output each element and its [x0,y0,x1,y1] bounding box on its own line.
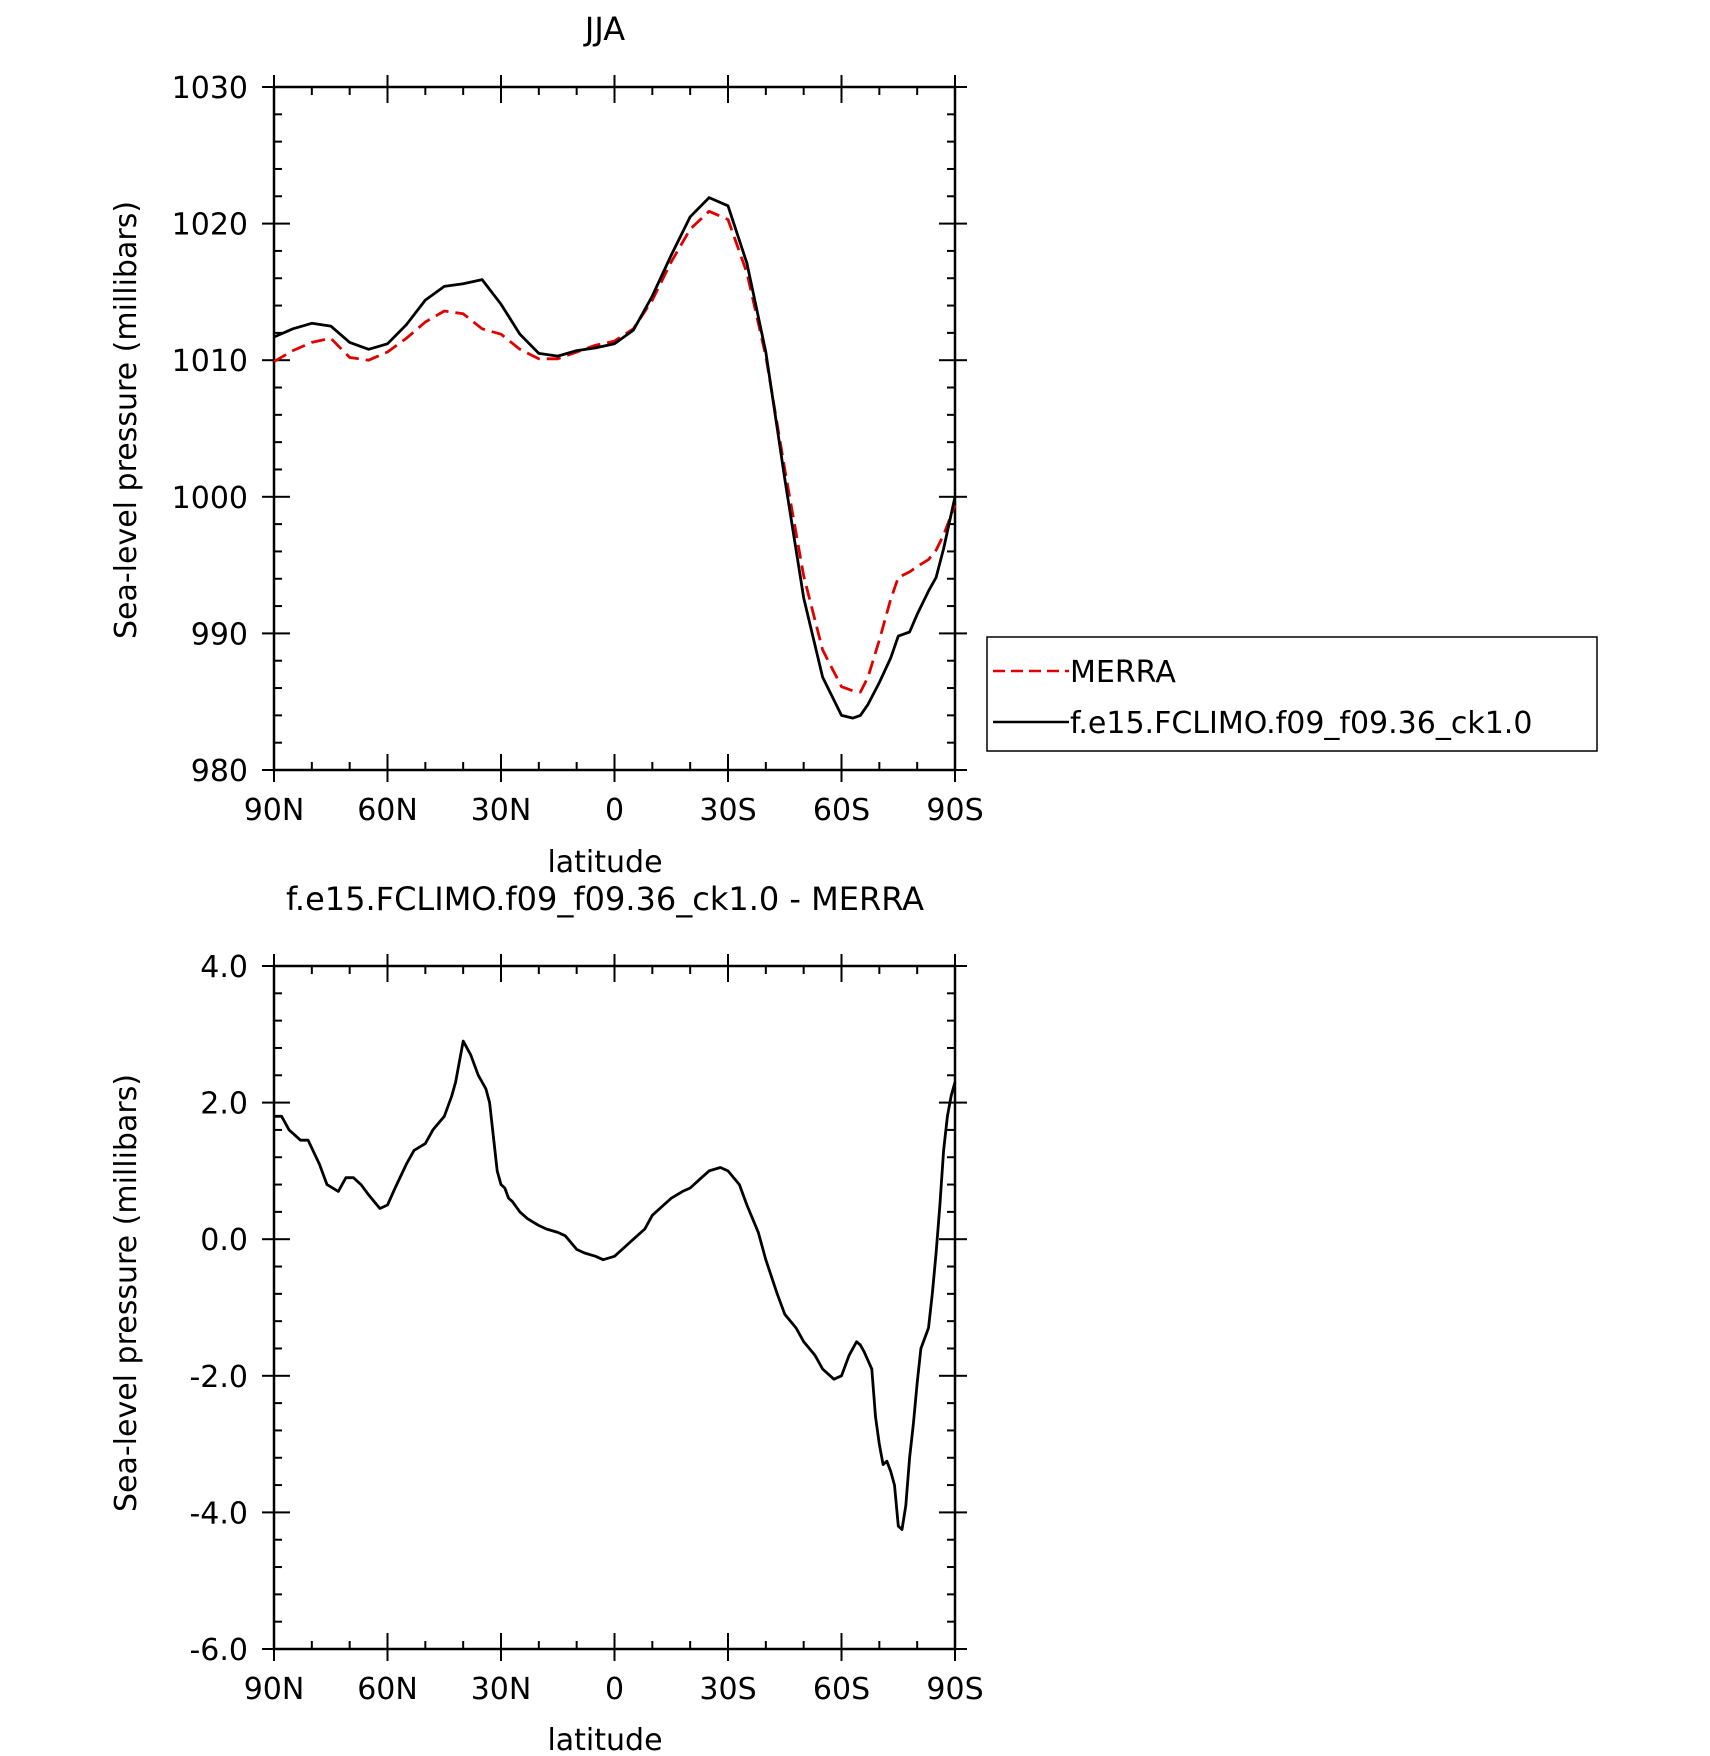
panel1-series-line-0 [274,1039,957,1531]
panel0-series-line-0 [273,209,957,694]
panel1-xtick-label: 60N [357,1672,418,1707]
top-chart-title: JJA [583,10,625,48]
panel0-ytick-label: 1010 [172,344,248,379]
panel1-ytick-label: -6.0 [189,1633,248,1668]
panel0-xtick-label: 90S [926,793,983,828]
panel1-ytick-label: -4.0 [189,1496,248,1531]
panel0-ytick-label: 1020 [172,208,248,243]
panel0-ytick-label: 990 [191,617,248,652]
panel1-xtick-label: 90S [926,1672,983,1707]
panel0-xtick-label: 30S [699,793,756,828]
bottom-chart-title: f.e15.FCLIMO.f09_f09.36_ck1.0 - MERRA [286,880,924,918]
top-chart: JJA 90N 60N 30N 0 30S 60S 90S 980 990 1000 1010 102… [109,10,1598,880]
panel1-ytick-label: -2.0 [189,1360,248,1395]
panel1-xtick-label: 30S [699,1672,756,1707]
panel1-xtick-label: 0 [605,1672,624,1707]
legend-label-merra: MERRA [1070,655,1176,690]
panel0-xtick-label: 30N [471,793,532,828]
panel1-ytick-label: 0.0 [200,1223,248,1258]
top-y-axis-label: Sea-level pressure (millibars) [109,201,144,639]
panel0-xtick-label: 60S [813,793,870,828]
panel0-series-line-1 [273,196,957,720]
bottom-plot-area: 90N 60N 30N 0 30S 60S 90S -6.0 -4.0 -2.0 0.0 2.0 4.0 [189,950,983,1707]
panel0-ytick-label: 1030 [172,71,248,106]
panel1-ytick-label: 2.0 [200,1087,248,1122]
panel1-xtick-label: 60S [813,1672,870,1707]
top-x-axis-label: latitude [547,845,662,880]
bottom-y-axis-label: Sea-level pressure (millibars) [109,1074,144,1512]
legend-label-model: f.e15.FCLIMO.f09_f09.36_ck1.0 [1070,706,1532,741]
panel1-plot-frame [272,964,957,1651]
bottom-chart: f.e15.FCLIMO.f09_f09.36_ck1.0 - MERRA 90… [109,880,984,1756]
panel0-ytick-label: 980 [191,754,248,789]
panel0-xtick-label: 0 [605,793,624,828]
panel0-plot-frame [272,85,957,772]
legend-box [986,636,1598,752]
panel0-xtick-label: 60N [357,793,418,828]
bottom-x-axis-label: latitude [547,1723,662,1756]
top-plot-area: 90N 60N 30N 0 30S 60S 90S 980 990 1000 1010 1020 103… [172,71,984,828]
panel1-xtick-label: 90N [244,1672,305,1707]
panel1-ytick-label: 4.0 [200,950,248,985]
panel1-xtick-label: 30N [471,1672,532,1707]
panel0-ytick-label: 1000 [172,481,248,516]
top-legend: MERRA f.e15.FCLIMO.f09_f09.36_ck1.0 [986,636,1598,752]
panel0-xtick-label: 90N [244,793,305,828]
